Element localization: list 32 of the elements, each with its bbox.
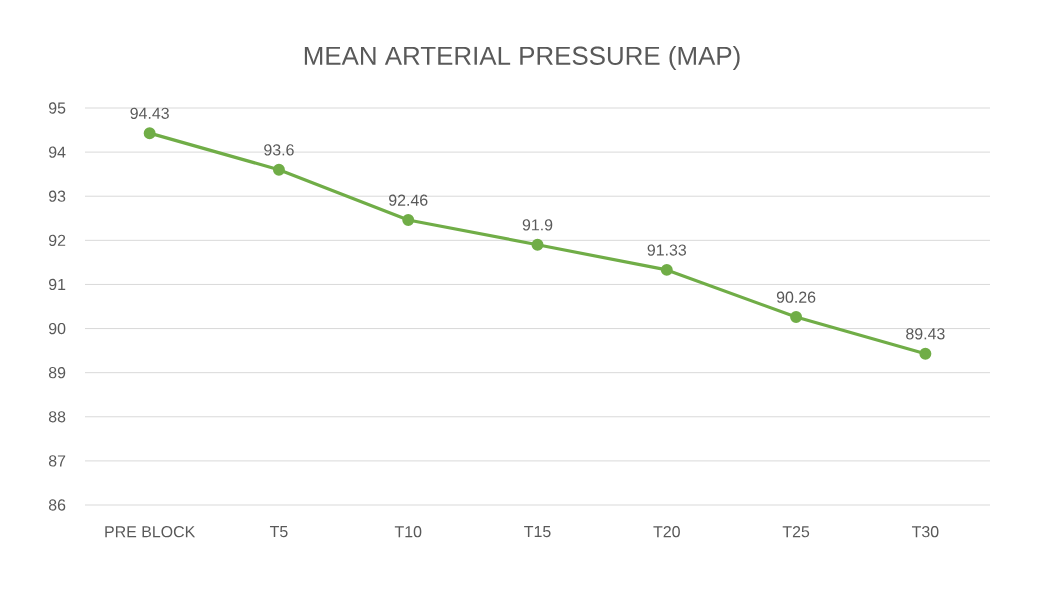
x-tick-label: T5	[269, 526, 288, 538]
chart-title: MEAN ARTERIAL PRESSURE (MAP)	[304, 45, 740, 71]
y-tick-label: 90	[48, 322, 66, 335]
x-tick-label: T15	[524, 526, 551, 538]
y-tick-label: 88	[48, 411, 66, 423]
x-tick-label: T30	[911, 526, 939, 538]
x-tick-label: T10	[394, 526, 422, 538]
y-tick-label: 91	[48, 278, 66, 291]
data-label: 91.33	[647, 244, 687, 256]
point	[790, 311, 803, 324]
point	[402, 214, 415, 227]
data-label: 91.9	[522, 219, 553, 231]
point	[143, 127, 156, 140]
x-tick-label: PRE BLOCK	[105, 526, 196, 538]
y-tick-label: 92	[48, 234, 66, 246]
point	[272, 163, 285, 176]
data-label: 92.46	[389, 194, 428, 206]
y-tick-label: 95	[48, 102, 66, 114]
x-tick-label: T25	[782, 526, 810, 538]
y-tick-label: 87	[48, 455, 66, 467]
data-label: 93.6	[264, 144, 294, 156]
data-label: 94.43	[130, 107, 169, 119]
point	[660, 263, 673, 276]
point	[919, 347, 932, 360]
y-tick-label: 94	[48, 146, 66, 158]
data-label: 90.26	[776, 291, 816, 303]
x-tick-label: T20	[653, 526, 680, 538]
y-tick-label: 89	[48, 367, 66, 379]
y-tick-label: 86	[48, 499, 66, 511]
point	[531, 238, 544, 251]
data-label: 89.43	[906, 328, 945, 340]
y-tick-label: 93	[48, 190, 66, 202]
